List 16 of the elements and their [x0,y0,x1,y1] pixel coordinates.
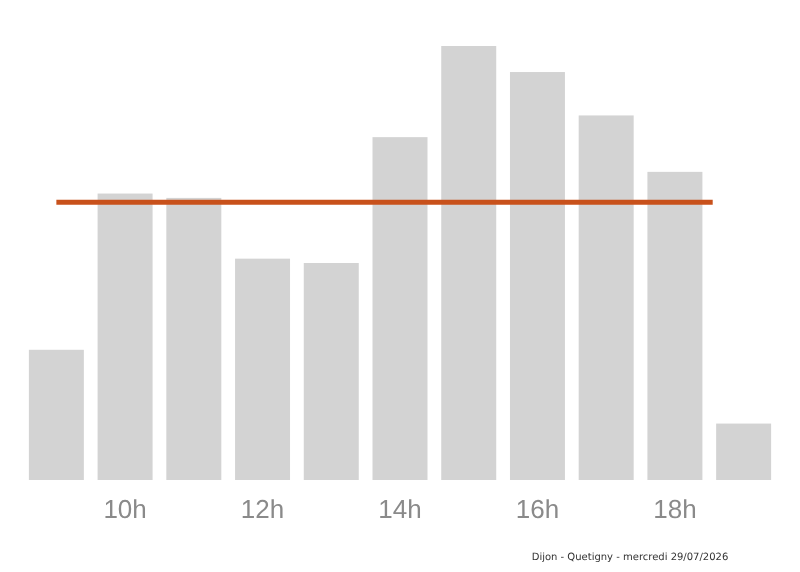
x-tick-label: 18h [653,494,697,525]
bar [578,115,634,480]
bar [28,349,84,480]
bar [647,171,703,480]
x-tick-label: 14h [378,494,422,525]
bar [235,258,291,480]
bar [97,193,153,480]
x-tick-label: 16h [515,494,560,525]
x-tick-label: 12h [240,494,285,525]
x-tick-label: 10h [103,494,147,525]
bar [372,137,428,480]
bar [509,72,565,480]
bar [441,46,497,480]
bar [716,423,772,480]
bar [303,263,359,480]
bar [166,197,222,480]
